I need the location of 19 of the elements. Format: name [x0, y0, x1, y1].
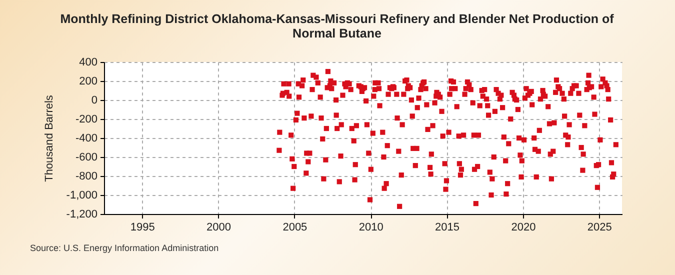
y-tick-label: -1,000 [66, 190, 98, 202]
x-tick-label: 2020 [511, 222, 536, 234]
x-tick-label: 2025 [587, 222, 612, 234]
y-tick-label: -200 [75, 114, 98, 126]
x-tick-label: 2005 [282, 222, 308, 234]
x-tick-label: 1995 [130, 222, 155, 234]
y-axis-title: Thousand Barrels [43, 94, 56, 182]
chart-title: Monthly Refining District Oklahoma-Kansas-Missouri Refinery and Blender Net Production of Normal Butane [60, 12, 615, 40]
y-tick-label: -600 [75, 152, 98, 164]
y-tick-label: -400 [75, 132, 98, 144]
x-tick-label: 2015 [435, 222, 460, 234]
y-tick-label: 0 [91, 94, 98, 106]
y-tick-label: -800 [75, 170, 98, 182]
y-tick-label: -1,200 [66, 208, 98, 220]
x-tick-label: 2000 [206, 222, 232, 234]
y-tick-label: 200 [79, 76, 98, 88]
y-tick-label: 400 [79, 56, 98, 68]
source-note: Source: U.S. Energy Information Administration [30, 243, 219, 253]
x-tick-label: 2010 [358, 222, 384, 234]
